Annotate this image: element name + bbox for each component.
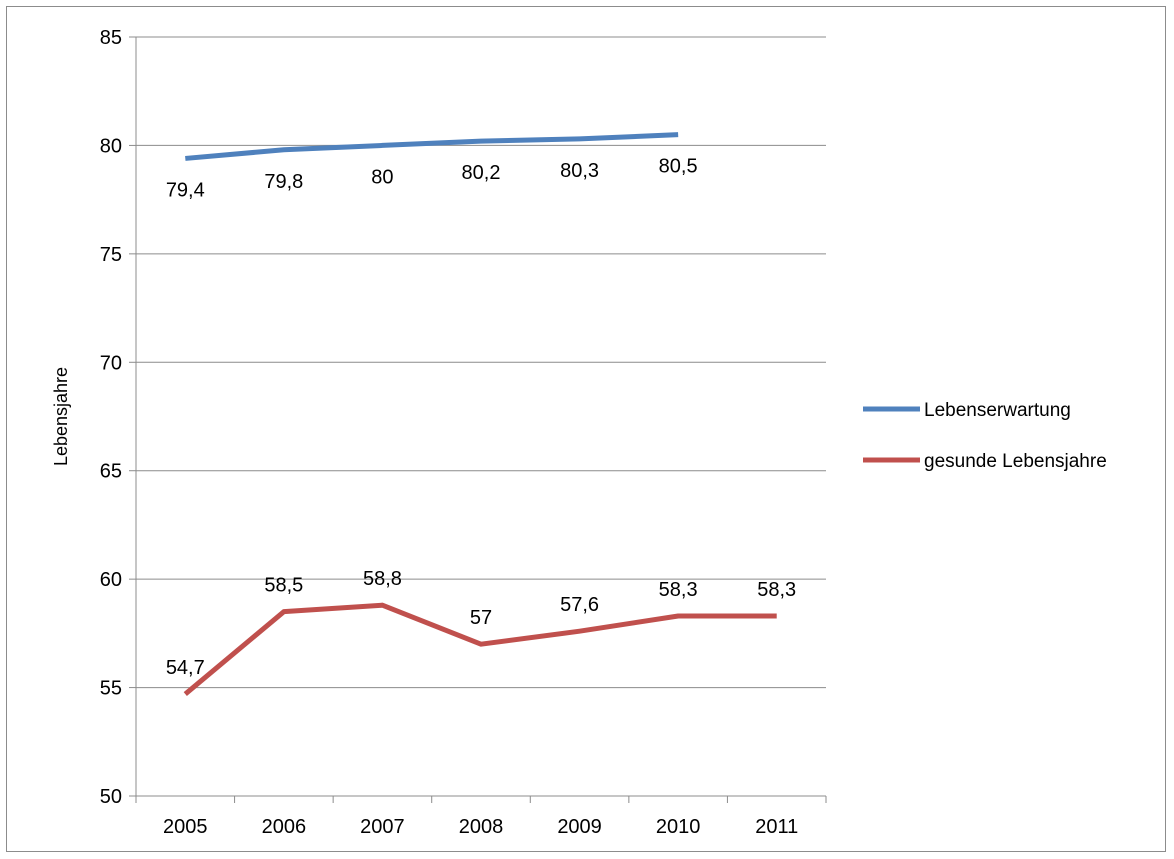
y-tick-label: 55: [100, 678, 122, 700]
x-tick-label: 2008: [459, 816, 504, 838]
data-label: 58,3: [659, 579, 698, 601]
data-label: 80,2: [462, 162, 501, 184]
data-label: 58,3: [757, 579, 796, 601]
chart-area: [6, 6, 1166, 852]
data-label: 58,8: [363, 568, 402, 590]
y-tick-label: 80: [100, 135, 122, 157]
y-tick-label: 85: [100, 27, 122, 49]
x-tick-label: 2011: [755, 816, 798, 838]
data-label: 79,4: [166, 179, 205, 201]
x-tick-label: 2009: [557, 816, 602, 838]
data-label: 54,7: [166, 657, 205, 679]
data-label: 79,8: [264, 171, 303, 193]
data-label: 80: [371, 166, 393, 188]
y-tick-label: 50: [100, 786, 122, 808]
series-line-0: [185, 132, 679, 161]
x-tick-label: 2006: [262, 816, 307, 838]
y-tick-label: 70: [100, 352, 122, 374]
x-tick-label: 2010: [656, 816, 701, 838]
data-label: 80,3: [560, 160, 599, 182]
data-label: 80,5: [659, 156, 698, 178]
x-tick-label: 2005: [163, 816, 208, 838]
y-tick-label: 75: [100, 244, 122, 266]
legend-label-1: gesunde Lebensjahre: [924, 451, 1107, 472]
data-label: 57,6: [560, 594, 599, 616]
y-tick-label: 60: [100, 569, 122, 591]
legend-label-0: Lebenserwartung: [924, 400, 1071, 421]
series-line-1: [183, 602, 777, 696]
data-label: 58,5: [264, 575, 303, 597]
y-tick-label: 65: [100, 461, 122, 483]
x-tick-label: 2007: [360, 816, 405, 838]
y-axis-title: Lebensjahre: [51, 367, 71, 466]
data-label: 57: [470, 607, 492, 629]
